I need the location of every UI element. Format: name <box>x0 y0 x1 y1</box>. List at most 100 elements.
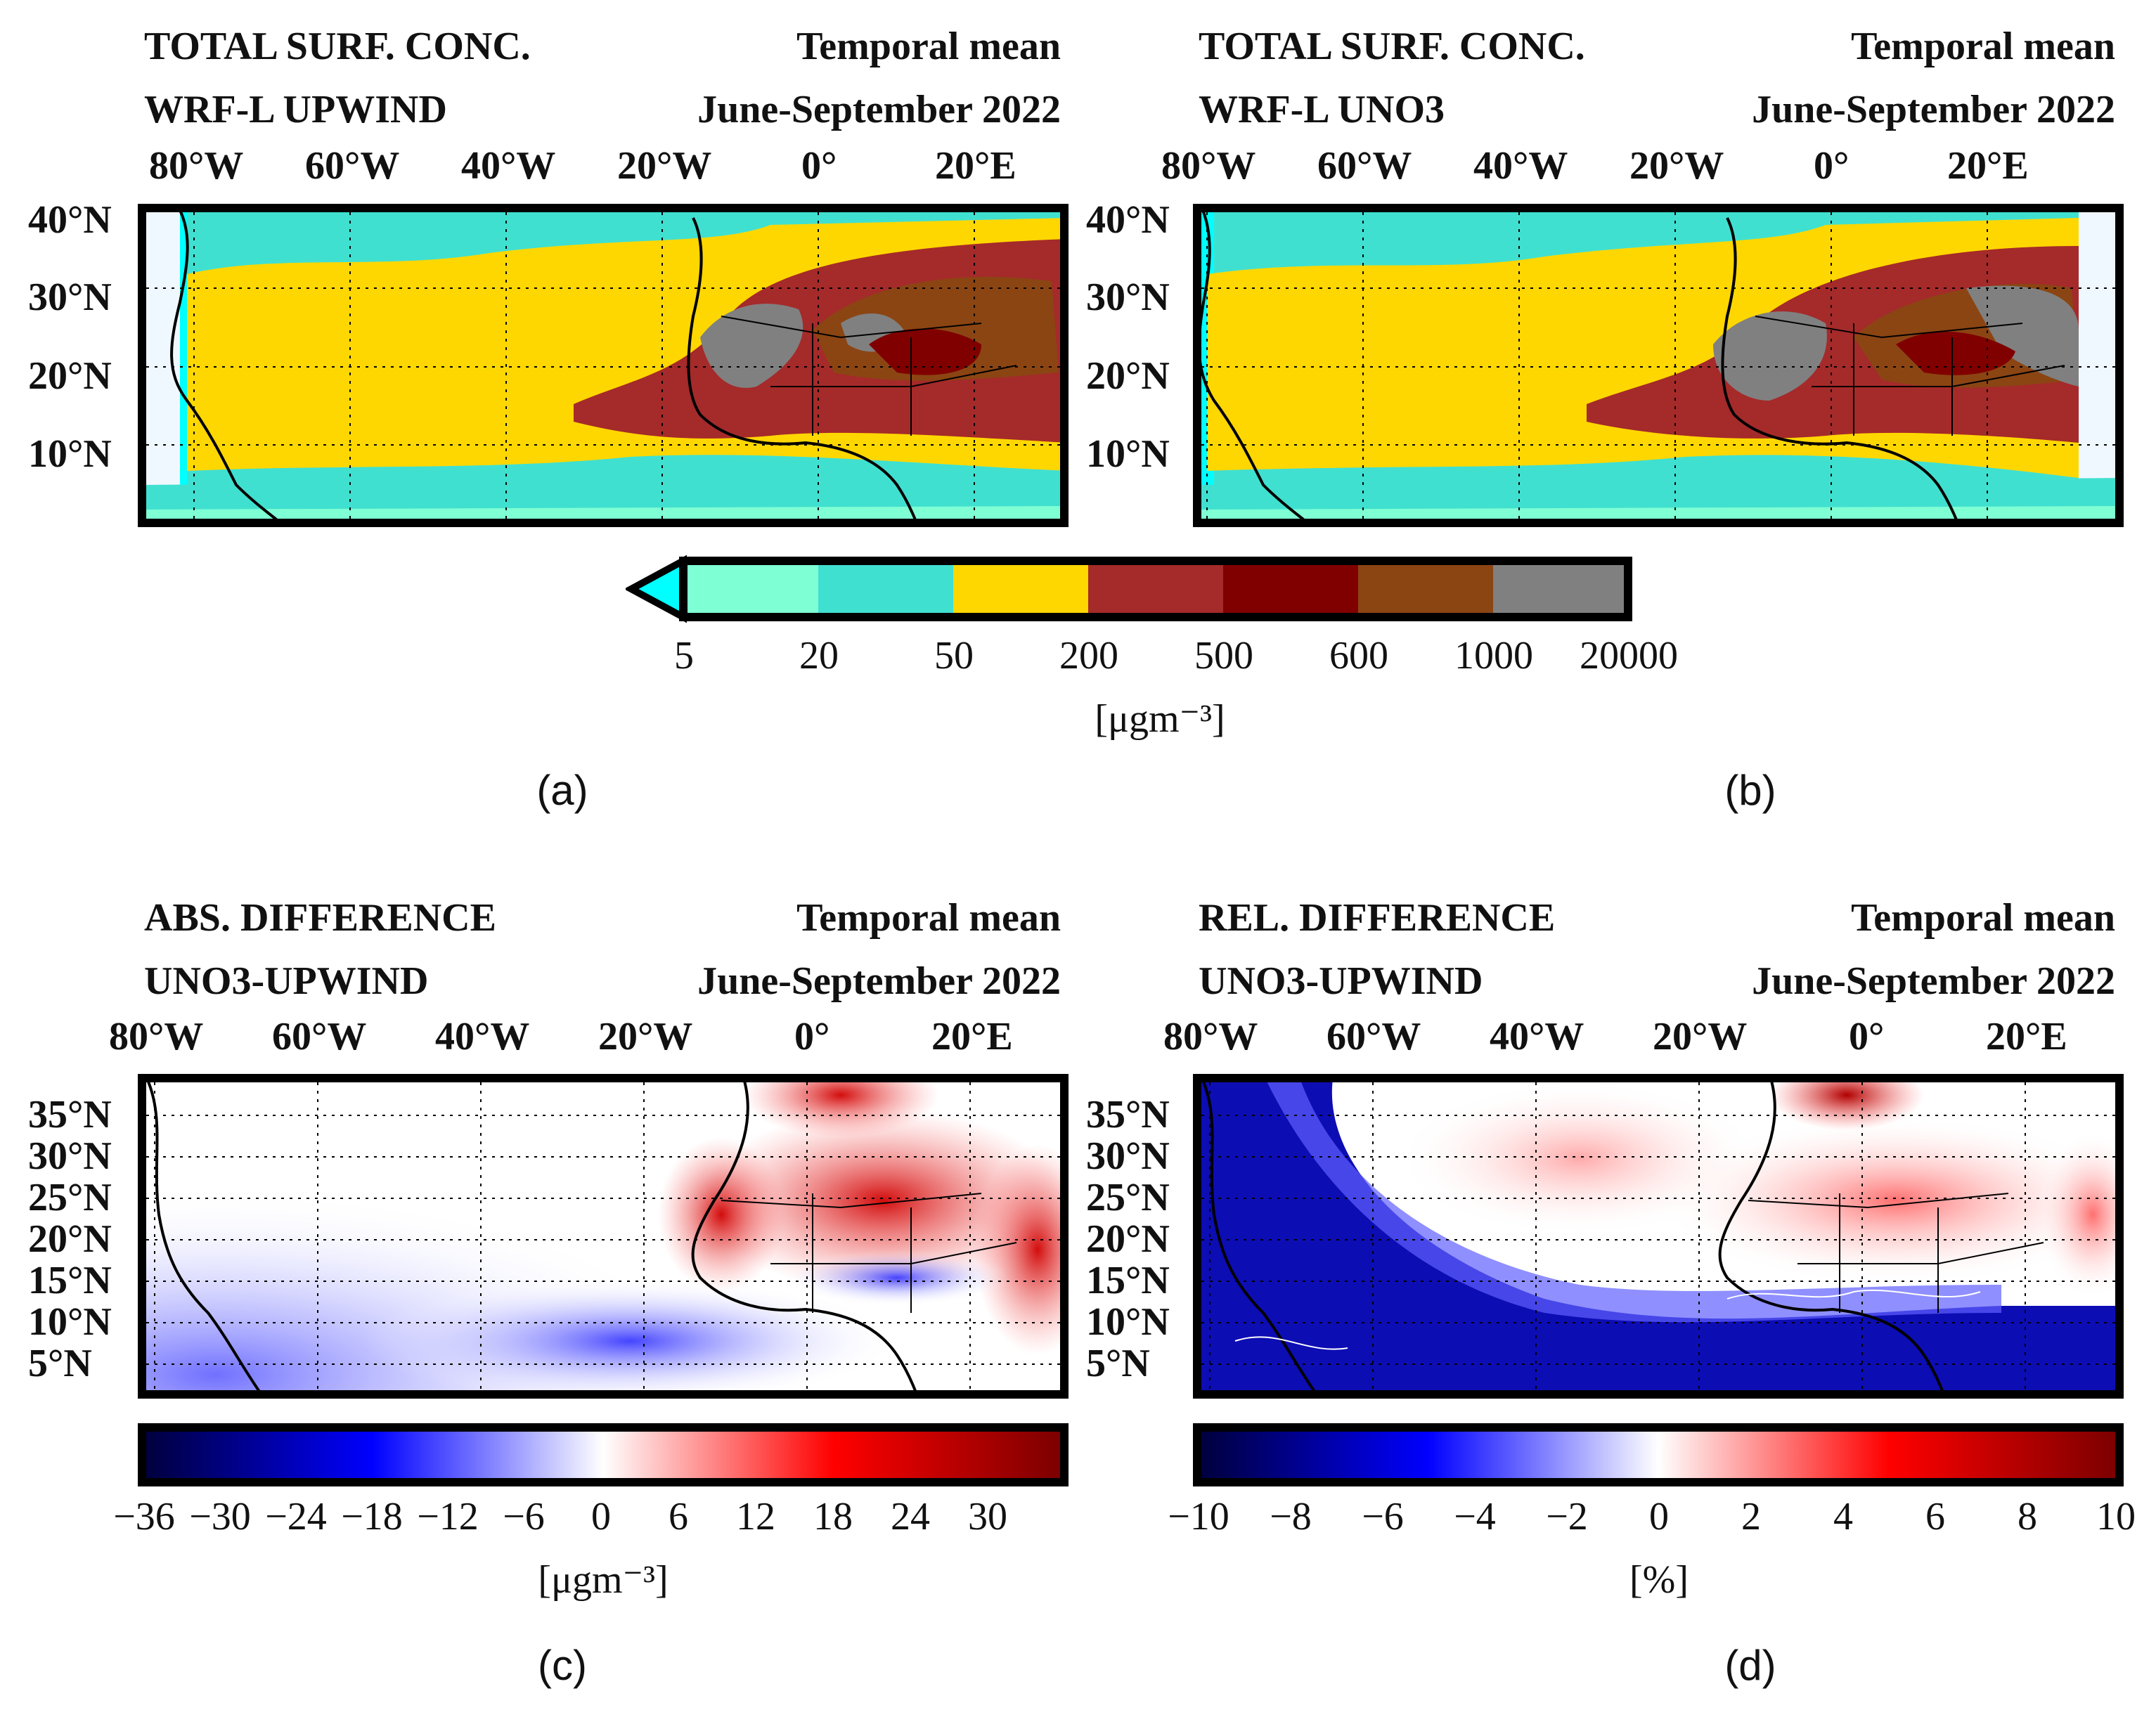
colorbar-c-tick: 18 <box>813 1495 853 1538</box>
panel-c-lat-tick: 20°N <box>28 1217 112 1261</box>
dust-core-500 <box>869 328 981 375</box>
panel-d-lon-tick: 20°W <box>1653 1015 1748 1058</box>
colorbar-c-tick: −36 <box>113 1495 175 1538</box>
panel-a-subtitle-left: WRF-L UPWIND <box>144 88 447 131</box>
panel-c-lon-tick: 40°W <box>435 1015 530 1058</box>
panel-a-lat-tick: 20°N <box>28 354 112 398</box>
panel-d-lon-tick: 0° <box>1849 1015 1885 1058</box>
panel-d-lat-tick: 5°N <box>1086 1342 1150 1385</box>
colorbar-d-tick: 2 <box>1741 1495 1761 1538</box>
panel-d-lon-tick: 60°W <box>1326 1015 1421 1058</box>
colorbar-d-tick: −2 <box>1546 1495 1588 1538</box>
panel-c-subtitle-left: UNO3-UPWIND <box>144 959 429 1003</box>
negative-anomaly-sahel <box>785 1250 1009 1306</box>
panel-d-title-left: REL. DIFFERENCE <box>1199 896 1556 940</box>
negative-anomaly-transition <box>1263 1074 2001 1323</box>
panel-c-lon-tick: 20°W <box>598 1015 693 1058</box>
colorbar-c-tick: 30 <box>968 1495 1007 1538</box>
panel-d-label: (d) <box>1724 1642 1776 1689</box>
panel-a-map <box>138 204 1069 527</box>
map-frame <box>138 204 1069 527</box>
colorbar-segment <box>1493 561 1628 617</box>
panel-c-lat-tick: 30°N <box>28 1134 112 1178</box>
panel-b-lat-tick: 30°N <box>1086 276 1170 319</box>
panel-c-lat-tick: 5°N <box>28 1342 92 1385</box>
colorbar-segment <box>1223 561 1358 617</box>
colorbar-c-tick: 12 <box>736 1495 775 1538</box>
panel-c-lon-tick: 0° <box>794 1015 830 1058</box>
panel-d-subtitle-left: UNO3-UPWIND <box>1199 959 1483 1003</box>
panel-c-title-right: Temporal mean <box>796 896 1061 940</box>
coastline-americas <box>143 1074 266 1399</box>
coastline-africa <box>1718 1074 1947 1399</box>
panel-a-lon-tick: 20°E <box>935 144 1016 188</box>
panel-d-lat-tick: 15°N <box>1086 1259 1170 1302</box>
dust-core-20000 <box>700 304 803 388</box>
colorbar-d-tick: −8 <box>1270 1495 1312 1538</box>
colorbar-top-tick: 500 <box>1194 634 1253 678</box>
panel-b-label: (b) <box>1724 767 1776 814</box>
colorbar-extend-arrow <box>626 555 687 623</box>
dust-core-600 <box>813 276 1059 381</box>
panel-c-lat-tick: 10°N <box>28 1300 112 1344</box>
coastline-americas <box>170 204 287 527</box>
positive-anomaly-east <box>2036 1130 2124 1299</box>
colorbar-top-tick: 5 <box>674 634 694 678</box>
positive-anomaly-sahara <box>700 1109 1066 1292</box>
panel-c-title-left: ABS. DIFFERENCE <box>144 896 496 940</box>
panel-c-lon-tick: 80°W <box>109 1015 204 1058</box>
panel-a-label: (a) <box>536 767 588 814</box>
colorbar-abs-diff <box>138 1423 1069 1486</box>
panel-b-lon-tick: 20°W <box>1629 144 1724 188</box>
panel-b-title-right: Temporal mean <box>1851 25 2115 68</box>
border-lines <box>721 1193 1017 1313</box>
colorbar-d-tick: 8 <box>2018 1495 2037 1538</box>
panel-b-lon-tick: 60°W <box>1317 144 1412 188</box>
panel-a-title-right: Temporal mean <box>796 25 1061 68</box>
panel-d-lat-tick: 30°N <box>1086 1134 1170 1178</box>
panel-d-lon-tick: 40°W <box>1490 1015 1584 1058</box>
panel-b-lon-tick: 40°W <box>1473 144 1568 188</box>
panel-a-title-left: TOTAL SURF. CONC. <box>144 25 531 68</box>
gridlines <box>1193 204 2124 527</box>
colorbar-top-tick: 20 <box>799 634 839 678</box>
panel-c-lon-tick: 60°W <box>272 1015 367 1058</box>
panel-a-lon-tick: 0° <box>801 144 837 188</box>
colorbar-d-tick: −10 <box>1168 1495 1229 1538</box>
positive-anomaly-east <box>974 1144 1069 1355</box>
gridlines <box>138 1074 1069 1399</box>
colorbar-rel-diff <box>1193 1423 2124 1486</box>
colorbar-d-tick: 10 <box>2096 1495 2136 1538</box>
panel-d-map <box>1193 1074 2124 1399</box>
colorbar-top-tick: 600 <box>1329 634 1388 678</box>
colorbar-c-unit: [μgm⁻³] <box>538 1558 669 1602</box>
colorbar-d-tick: 4 <box>1833 1495 1853 1538</box>
panel-a-lon-tick: 40°W <box>461 144 556 188</box>
panel-b-subtitle-right: June-September 2022 <box>1752 88 2115 131</box>
coastline-africa <box>687 217 919 527</box>
colorbar-c-tick: 6 <box>669 1495 688 1538</box>
panel-d-lat-tick: 20°N <box>1086 1217 1170 1261</box>
colorbar-c-tick: 24 <box>891 1495 930 1538</box>
colorbar-d-tick: 0 <box>1649 1495 1669 1538</box>
panel-b-lat-tick: 10°N <box>1086 432 1170 476</box>
panel-b-title-left: TOTAL SURF. CONC. <box>1199 25 1585 68</box>
colorbar-top-tick: 200 <box>1059 634 1118 678</box>
panel-a-lat-tick: 30°N <box>28 276 112 319</box>
panel-b-lon-tick: 80°W <box>1161 144 1256 188</box>
colorbar-segment <box>683 561 818 617</box>
panel-b-map <box>1193 204 2124 527</box>
colorbar-gradient <box>1193 1423 2124 1486</box>
panel-d-title-right: Temporal mean <box>1851 896 2115 940</box>
colorbar-top-unit: [μgm⁻³] <box>1095 697 1225 741</box>
colorbar-c-tick: −24 <box>265 1495 327 1538</box>
panel-b-subtitle-left: WRF-L UNO3 <box>1199 88 1445 131</box>
border-lines <box>1748 1193 2044 1313</box>
colorbar-c-tick: −30 <box>189 1495 251 1538</box>
border-lines <box>1755 316 2065 436</box>
panel-d-lat-tick: 35°N <box>1086 1093 1170 1136</box>
panel-c-lat-tick: 25°N <box>28 1176 112 1219</box>
panel-d-subtitle-right: June-September 2022 <box>1752 959 2115 1003</box>
gridlines <box>1193 1074 2124 1399</box>
panel-a-lat-tick: 40°N <box>28 198 112 242</box>
